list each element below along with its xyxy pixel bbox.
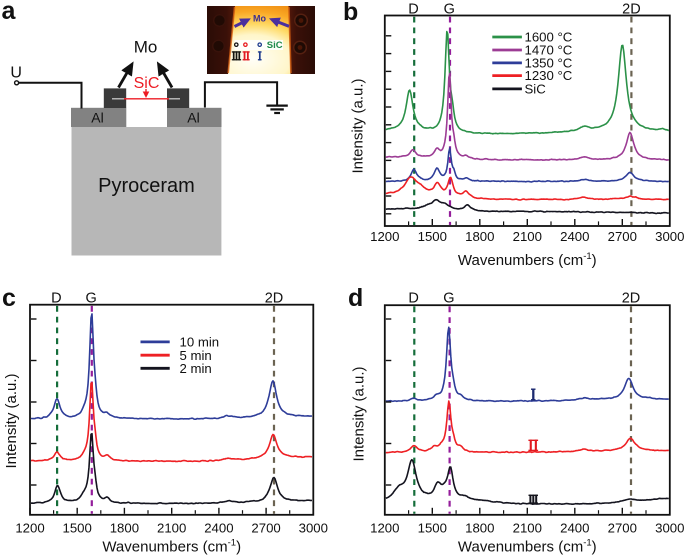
svg-text:c: c bbox=[2, 284, 16, 312]
svg-text:SiC: SiC bbox=[134, 75, 160, 92]
svg-text:5 min: 5 min bbox=[180, 348, 212, 363]
svg-text:G: G bbox=[443, 291, 454, 307]
svg-text:1500: 1500 bbox=[63, 520, 92, 535]
svg-text:Wavenumbers (cm-1): Wavenumbers (cm-1) bbox=[458, 251, 597, 269]
svg-text:2400: 2400 bbox=[560, 229, 589, 244]
svg-text:G: G bbox=[85, 291, 96, 307]
svg-text:2700: 2700 bbox=[608, 520, 637, 535]
svg-text:2400: 2400 bbox=[560, 520, 589, 535]
svg-text:Mo: Mo bbox=[253, 14, 266, 24]
svg-text:3000: 3000 bbox=[655, 520, 684, 535]
svg-text:1800: 1800 bbox=[110, 520, 139, 535]
svg-text:SiC: SiC bbox=[267, 40, 283, 51]
svg-text:Intensity (a.u.): Intensity (a.u.) bbox=[3, 373, 20, 468]
svg-text:Al: Al bbox=[91, 109, 103, 125]
svg-text:1350 °C: 1350 °C bbox=[525, 56, 573, 71]
svg-text:d: d bbox=[348, 284, 363, 312]
svg-text:SiC: SiC bbox=[525, 82, 547, 97]
svg-text:1230 °C: 1230 °C bbox=[525, 68, 573, 83]
svg-text:1200: 1200 bbox=[370, 520, 399, 535]
svg-text:D: D bbox=[51, 291, 61, 307]
svg-text:1470 °C: 1470 °C bbox=[525, 43, 573, 58]
svg-text:3000: 3000 bbox=[299, 520, 328, 535]
svg-text:2D: 2D bbox=[622, 291, 641, 307]
svg-text:2400: 2400 bbox=[204, 520, 233, 535]
svg-text:a: a bbox=[2, 0, 17, 25]
svg-text:U: U bbox=[10, 65, 22, 82]
svg-text:D: D bbox=[408, 2, 418, 18]
svg-text:1800: 1800 bbox=[465, 229, 494, 244]
svg-text:1600 °C: 1600 °C bbox=[525, 30, 573, 45]
svg-text:1800: 1800 bbox=[465, 520, 494, 535]
svg-text:Intensity (a.u.): Intensity (a.u.) bbox=[351, 366, 368, 461]
svg-text:2700: 2700 bbox=[608, 229, 637, 244]
svg-text:b: b bbox=[343, 0, 358, 26]
svg-text:2D: 2D bbox=[265, 291, 284, 307]
svg-text:Mo: Mo bbox=[134, 38, 158, 57]
svg-text:G: G bbox=[444, 2, 455, 18]
svg-text:Al: Al bbox=[187, 109, 199, 125]
svg-text:Pyroceram: Pyroceram bbox=[98, 175, 195, 197]
svg-text:1500: 1500 bbox=[418, 520, 447, 535]
svg-text:D: D bbox=[408, 291, 418, 307]
svg-text:2100: 2100 bbox=[157, 520, 186, 535]
svg-text:1500: 1500 bbox=[418, 229, 447, 244]
svg-text:3000: 3000 bbox=[655, 229, 684, 244]
svg-text:2100: 2100 bbox=[513, 229, 542, 244]
svg-text:1200: 1200 bbox=[15, 520, 44, 535]
svg-text:10 min: 10 min bbox=[180, 335, 220, 350]
svg-text:Wavenumbers (cm-1): Wavenumbers (cm-1) bbox=[102, 538, 241, 556]
svg-text:2 min: 2 min bbox=[180, 361, 212, 376]
svg-text:Wavenumbers (cm-1): Wavenumbers (cm-1) bbox=[458, 538, 597, 556]
svg-text:Intensity (a.u.): Intensity (a.u.) bbox=[350, 78, 367, 173]
svg-text:2700: 2700 bbox=[251, 520, 280, 535]
svg-text:2100: 2100 bbox=[513, 520, 542, 535]
svg-text:2D: 2D bbox=[622, 2, 641, 18]
svg-text:1200: 1200 bbox=[370, 229, 399, 244]
